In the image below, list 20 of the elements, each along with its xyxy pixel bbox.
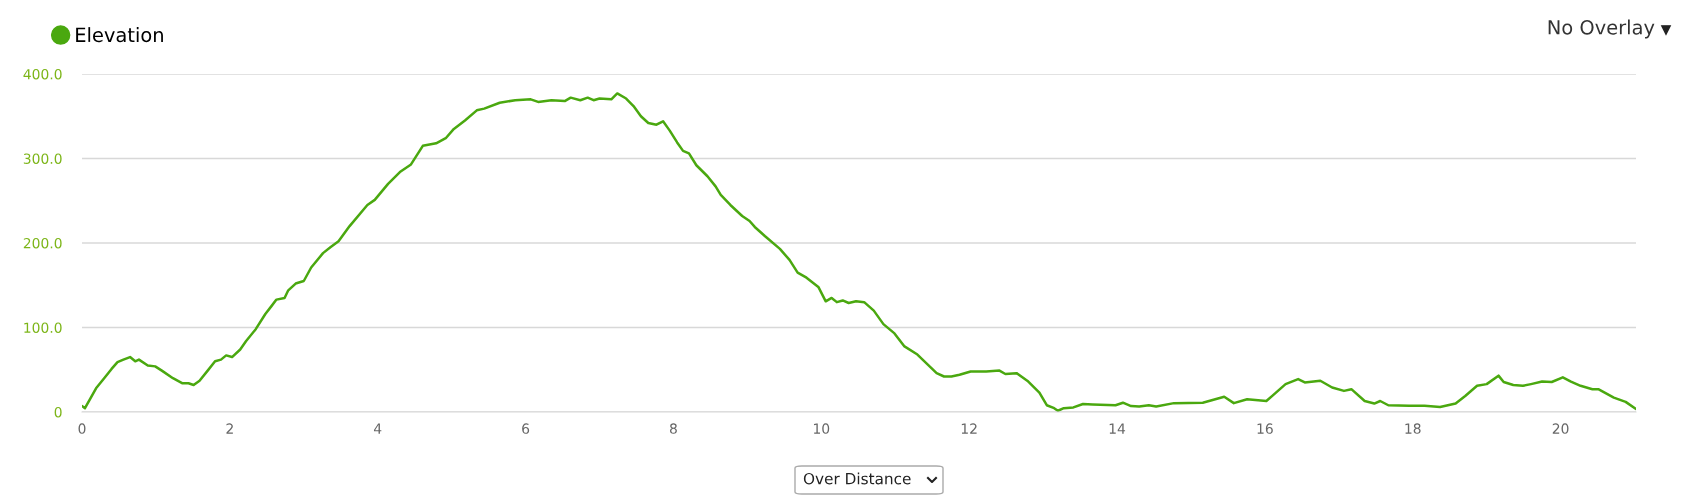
line-series — [82, 92, 1636, 412]
x-tick-label: 18 — [1405, 423, 1421, 434]
y-tick-label: 200.0 — [23, 237, 62, 249]
x-tick-label: 14 — [1109, 423, 1126, 434]
x-tick-label: 12 — [961, 423, 977, 434]
x-tick-label: 2 — [226, 423, 233, 434]
text: Over Distance — [803, 472, 911, 485]
y-tick-label: 0 — [54, 406, 62, 418]
x-tick-label: 4 — [373, 423, 382, 434]
x-tick-label: 10 — [813, 423, 830, 434]
y-tick-label: 100.0 — [24, 322, 62, 333]
x-tick-label: 8 — [669, 423, 677, 434]
text: No Overlay — [1548, 19, 1655, 39]
y-tick-label: 400.0 — [23, 68, 62, 80]
legend-label: Elevation — [76, 27, 163, 43]
x-tick-label: 20 — [1552, 423, 1569, 434]
x-tick-label: 16 — [1257, 423, 1273, 434]
y-tick-label: 300.0 — [23, 153, 62, 164]
x-tick-label: 6 — [522, 423, 530, 434]
x-tick-label: 0 — [78, 423, 86, 434]
